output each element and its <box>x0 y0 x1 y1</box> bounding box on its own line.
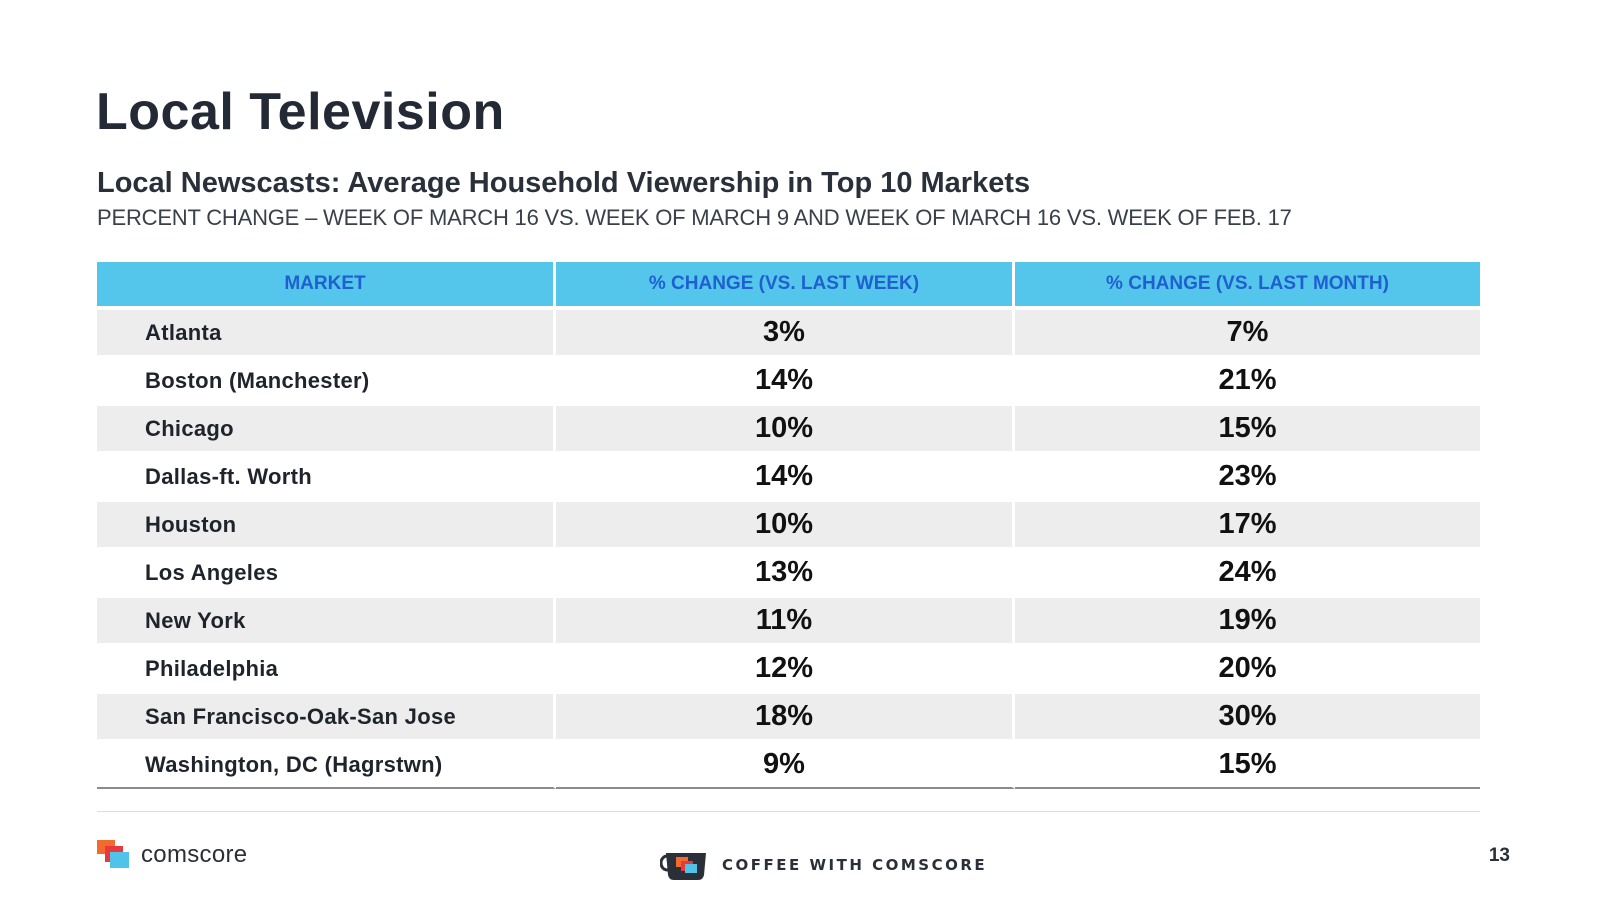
change-vs-last-week: 9% <box>556 742 1015 789</box>
table-row: Dallas-ft. Worth 14% 23% <box>97 454 1480 502</box>
change-vs-last-month: 21% <box>1015 358 1480 406</box>
change-vs-last-week: 3% <box>556 310 1015 358</box>
change-vs-last-month: 17% <box>1015 502 1480 550</box>
chart-subhead: PERCENT CHANGE – WEEK OF MARCH 16 VS. WE… <box>97 205 1292 230</box>
change-vs-last-month: 24% <box>1015 550 1480 598</box>
change-vs-last-month: 15% <box>1015 406 1480 454</box>
market-name: Boston (Manchester) <box>97 358 556 406</box>
change-vs-last-month: 19% <box>1015 598 1480 646</box>
market-name: San Francisco-Oak-San Jose <box>97 694 556 742</box>
series-label: COFFEE WITH COMSCORE <box>722 856 988 874</box>
coffee-cup-icon <box>660 853 706 880</box>
change-vs-last-week: 14% <box>556 454 1015 502</box>
market-name: Dallas-ft. Worth <box>97 454 556 502</box>
header-vs-last-week: % CHANGE (VS. LAST WEEK) <box>556 262 1015 310</box>
table-row: San Francisco-Oak-San Jose 18% 30% <box>97 694 1480 742</box>
market-table: MARKET % CHANGE (VS. LAST WEEK) % CHANGE… <box>97 262 1480 789</box>
change-vs-last-week: 14% <box>556 358 1015 406</box>
coffee-with-comscore-badge: COFFEE WITH COMSCORE <box>660 849 987 881</box>
page-number: 13 <box>1488 845 1510 866</box>
change-vs-last-week: 12% <box>556 646 1015 694</box>
table-row: New York 11% 19% <box>97 598 1480 646</box>
table-row: Los Angeles 13% 24% <box>97 550 1480 598</box>
change-vs-last-month: 30% <box>1015 694 1480 742</box>
market-name: Los Angeles <box>97 550 556 598</box>
market-name: Atlanta <box>97 310 556 358</box>
change-vs-last-month: 23% <box>1015 454 1480 502</box>
change-vs-last-week: 10% <box>556 502 1015 550</box>
change-vs-last-week: 13% <box>556 550 1015 598</box>
header-vs-last-month: % CHANGE (VS. LAST MONTH) <box>1015 262 1480 310</box>
change-vs-last-month: 7% <box>1015 310 1480 358</box>
comscore-logo-icon <box>97 840 131 870</box>
market-name: Washington, DC (Hagrstwn) <box>97 742 556 789</box>
header-market: MARKET <box>97 262 556 310</box>
change-vs-last-month: 20% <box>1015 646 1480 694</box>
change-vs-last-month: 15% <box>1015 742 1480 789</box>
page-title: Local Television <box>96 83 505 141</box>
change-vs-last-week: 10% <box>556 406 1015 454</box>
table-row: Washington, DC (Hagrstwn) 9% 15% <box>97 742 1480 789</box>
market-name: Houston <box>97 502 556 550</box>
table-header-row: MARKET % CHANGE (VS. LAST WEEK) % CHANGE… <box>97 262 1480 310</box>
comscore-logo: comscore <box>97 840 247 870</box>
market-name: New York <box>97 598 556 646</box>
market-name: Chicago <box>97 406 556 454</box>
table-row: Philadelphia 12% 20% <box>97 646 1480 694</box>
change-vs-last-week: 11% <box>556 598 1015 646</box>
market-name: Philadelphia <box>97 646 556 694</box>
table-row: Chicago 10% 15% <box>97 406 1480 454</box>
change-vs-last-week: 18% <box>556 694 1015 742</box>
brand-name: comscore <box>141 841 248 868</box>
table-row: Houston 10% 17% <box>97 502 1480 550</box>
table-row: Boston (Manchester) 14% 21% <box>97 358 1480 406</box>
table-row: Atlanta 3% 7% <box>97 310 1480 358</box>
chart-subtitle: Local Newscasts: Average Household Viewe… <box>97 167 1031 199</box>
footer-divider <box>97 811 1480 812</box>
